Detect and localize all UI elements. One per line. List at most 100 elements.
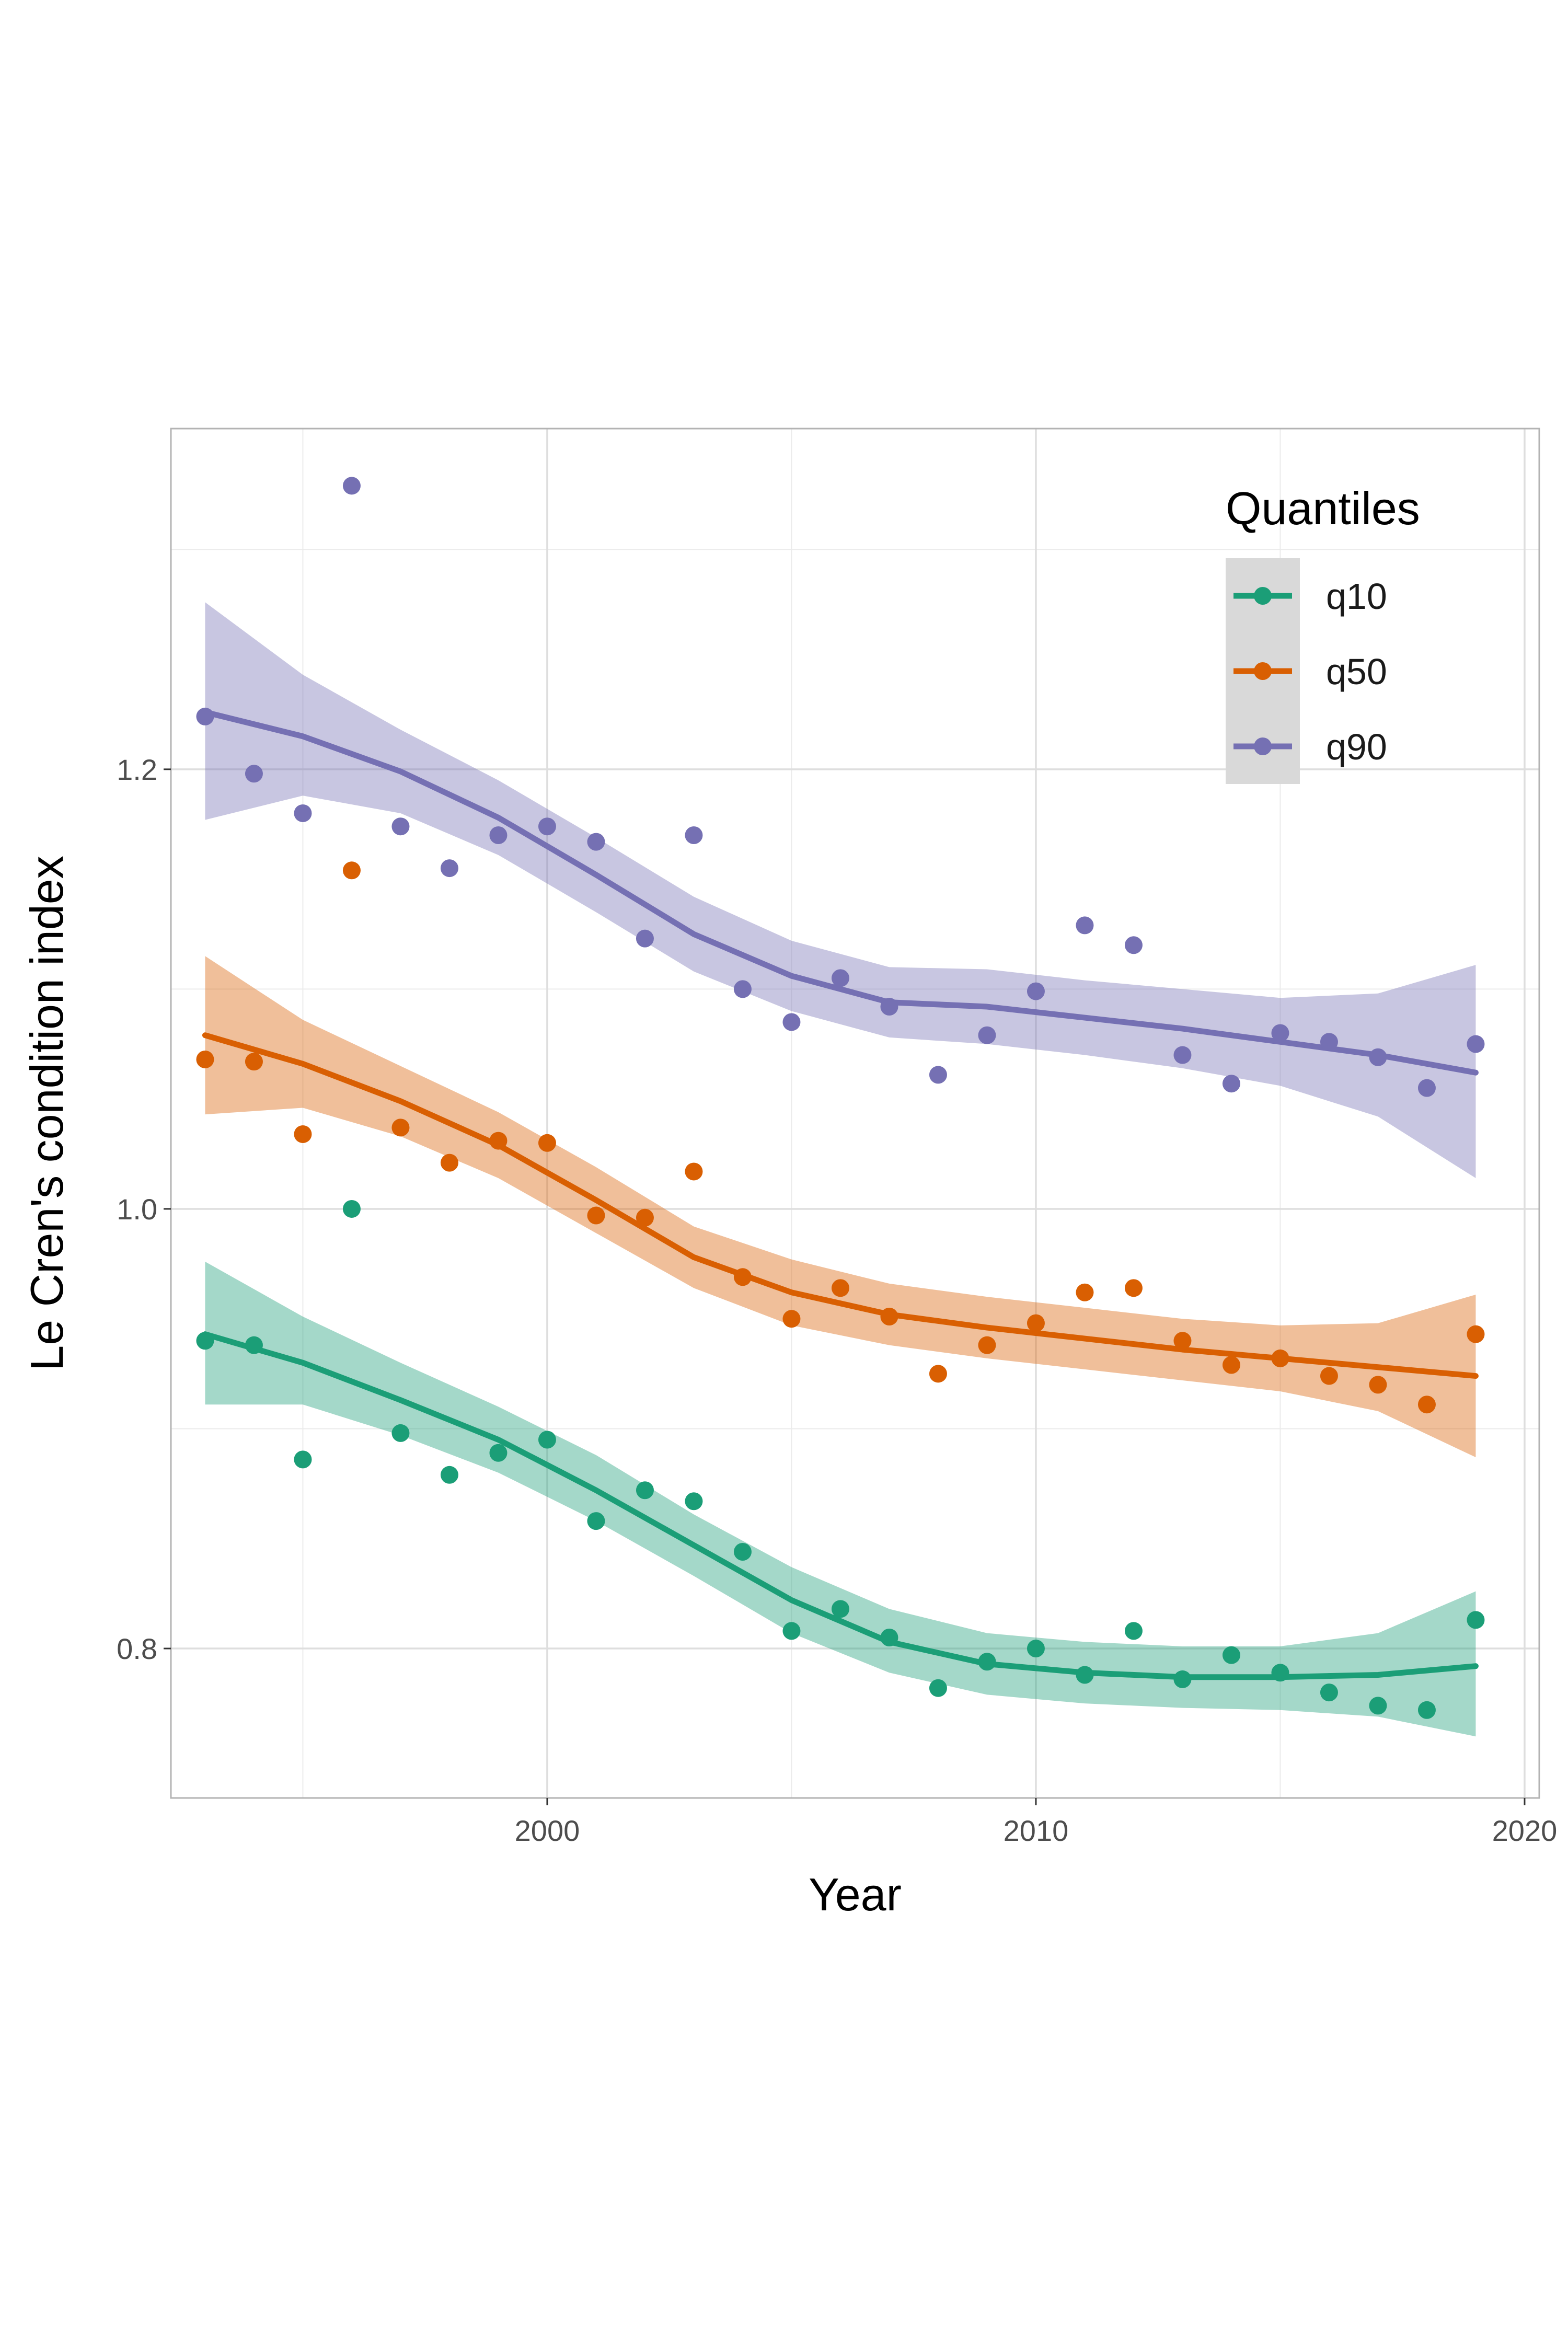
data-point-q50 bbox=[587, 1206, 605, 1225]
data-point-q10 bbox=[782, 1622, 801, 1640]
fit-line-q90 bbox=[202, 709, 1479, 1076]
legend-label-q50: q50 bbox=[1326, 651, 1387, 692]
data-point-q90 bbox=[587, 833, 605, 851]
data-point-q50 bbox=[1417, 1396, 1436, 1414]
data-point-q90 bbox=[1222, 1075, 1240, 1093]
legend-point-q50 bbox=[1254, 662, 1272, 680]
fit-lines bbox=[202, 709, 1479, 1680]
fit-line-q50 bbox=[202, 1032, 1479, 1379]
legend-items: q10 q50 q90 bbox=[1233, 576, 1387, 767]
x-axis: 2000 2010 2020 bbox=[515, 1798, 1558, 1847]
data-point-q50 bbox=[391, 1119, 410, 1137]
data-point-q10 bbox=[685, 1492, 703, 1511]
data-point-q10 bbox=[1076, 1666, 1094, 1684]
data-point-q90 bbox=[1173, 1046, 1192, 1064]
data-point-q10 bbox=[342, 1200, 361, 1218]
data-point-q50 bbox=[685, 1162, 703, 1181]
panel-border bbox=[170, 428, 1540, 1799]
data-point-q50 bbox=[196, 1050, 214, 1068]
data-point-q50 bbox=[294, 1125, 312, 1143]
confidence-bands bbox=[205, 602, 1476, 1737]
data-point-q10 bbox=[1222, 1646, 1240, 1664]
data-point-q90 bbox=[1320, 1033, 1338, 1051]
legend-label-q10: q10 bbox=[1326, 576, 1387, 617]
data-point-q50 bbox=[1027, 1314, 1045, 1332]
data-point-q90 bbox=[342, 477, 361, 495]
data-point-q10 bbox=[1173, 1670, 1192, 1688]
data-point-q50 bbox=[1124, 1279, 1143, 1297]
legend: Quantiles q10 q50 q90 bbox=[1226, 482, 1420, 784]
data-point-q90 bbox=[929, 1066, 947, 1084]
data-point-q10 bbox=[538, 1431, 556, 1449]
data-point-q50 bbox=[1320, 1367, 1338, 1385]
legend-label-q90: q90 bbox=[1326, 727, 1387, 767]
data-point-q10 bbox=[733, 1542, 752, 1561]
data-point-q10 bbox=[294, 1450, 312, 1469]
data-point-q90 bbox=[1271, 1024, 1289, 1042]
data-point-q10 bbox=[587, 1512, 605, 1530]
data-point-q90 bbox=[489, 826, 508, 845]
data-point-q10 bbox=[1417, 1701, 1436, 1719]
data-point-q90 bbox=[685, 826, 703, 845]
x-tick-label: 2020 bbox=[1492, 1814, 1558, 1847]
data-point-q90 bbox=[196, 707, 214, 725]
data-point-q90 bbox=[1076, 916, 1094, 935]
data-point-q90 bbox=[1417, 1079, 1436, 1097]
y-tick-label: 1.2 bbox=[117, 753, 157, 786]
data-point-q10 bbox=[245, 1336, 263, 1354]
data-point-q10 bbox=[880, 1629, 898, 1647]
legend-point-q10 bbox=[1254, 587, 1272, 605]
data-point-q50 bbox=[1076, 1283, 1094, 1301]
data-point-q90 bbox=[831, 969, 849, 987]
x-axis-title: Year bbox=[809, 1869, 902, 1920]
data-point-q10 bbox=[831, 1600, 849, 1618]
data-point-q10 bbox=[1271, 1664, 1289, 1682]
confidence-band-q10 bbox=[205, 1261, 1476, 1737]
data-point-q50 bbox=[1222, 1356, 1240, 1374]
data-point-q50 bbox=[1173, 1332, 1192, 1350]
data-point-q50 bbox=[880, 1308, 898, 1326]
data-point-q10 bbox=[489, 1444, 508, 1462]
legend-point-q90 bbox=[1254, 737, 1272, 755]
data-point-q10 bbox=[1027, 1640, 1045, 1658]
data-point-q50 bbox=[831, 1279, 849, 1297]
y-axis: 0.8 1.0 1.2 bbox=[117, 753, 171, 1665]
data-point-q50 bbox=[782, 1310, 801, 1328]
data-point-q90 bbox=[440, 859, 458, 878]
data-point-q10 bbox=[978, 1653, 996, 1671]
y-tick-label: 1.0 bbox=[117, 1193, 157, 1226]
data-point-q90 bbox=[1027, 982, 1045, 1000]
data-point-q50 bbox=[636, 1208, 654, 1227]
data-point-q90 bbox=[1124, 936, 1143, 954]
data-point-q90 bbox=[782, 1013, 801, 1031]
data-point-q50 bbox=[538, 1134, 556, 1152]
data-point-q90 bbox=[294, 804, 312, 822]
data-point-q90 bbox=[880, 998, 898, 1016]
data-points bbox=[196, 477, 1485, 1719]
data-point-q90 bbox=[391, 817, 410, 836]
data-point-q10 bbox=[636, 1481, 654, 1500]
data-point-q10 bbox=[929, 1679, 947, 1697]
data-point-q50 bbox=[489, 1132, 508, 1150]
data-point-q50 bbox=[342, 861, 361, 880]
data-point-q90 bbox=[978, 1026, 996, 1044]
data-point-q10 bbox=[1369, 1697, 1387, 1715]
data-point-q50 bbox=[245, 1053, 263, 1071]
data-point-q90 bbox=[733, 980, 752, 998]
data-point-q50 bbox=[1271, 1349, 1289, 1367]
data-point-q90 bbox=[1369, 1048, 1387, 1066]
data-point-q10 bbox=[1320, 1684, 1338, 1702]
data-point-q90 bbox=[1467, 1035, 1485, 1053]
data-point-q50 bbox=[733, 1268, 752, 1286]
data-point-q90 bbox=[636, 929, 654, 948]
data-point-q10 bbox=[391, 1424, 410, 1442]
x-tick-label: 2010 bbox=[1004, 1814, 1069, 1847]
fit-line-q10 bbox=[202, 1331, 1479, 1680]
confidence-band-q50 bbox=[205, 956, 1476, 1458]
data-point-q50 bbox=[929, 1365, 947, 1383]
y-axis-title: Le Cren's condition index bbox=[21, 856, 73, 1370]
confidence-band-q90 bbox=[205, 602, 1476, 1179]
data-point-q10 bbox=[1124, 1622, 1143, 1640]
